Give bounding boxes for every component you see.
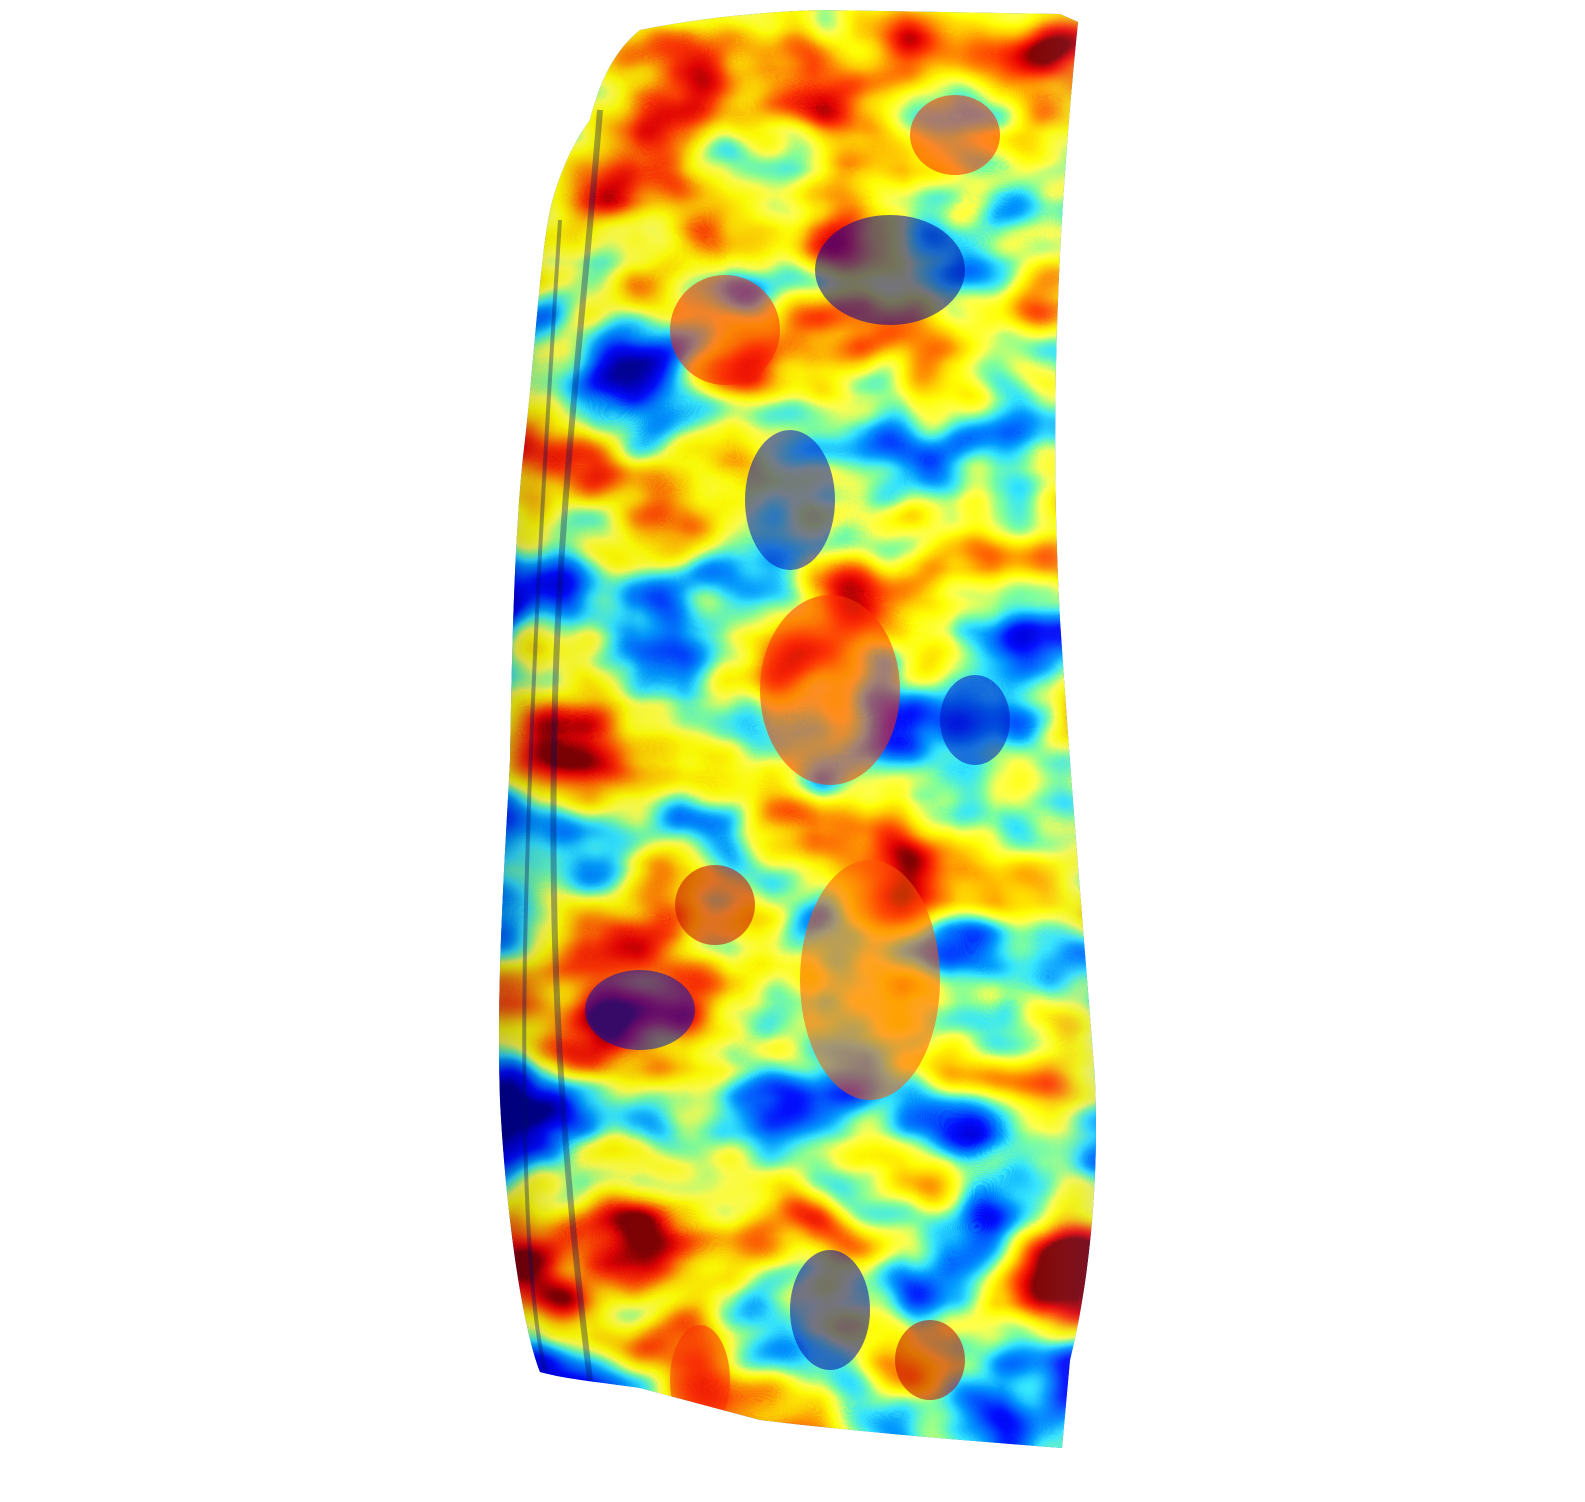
surface-folds [522, 109, 603, 1381]
surface-body [499, 10, 1096, 1448]
